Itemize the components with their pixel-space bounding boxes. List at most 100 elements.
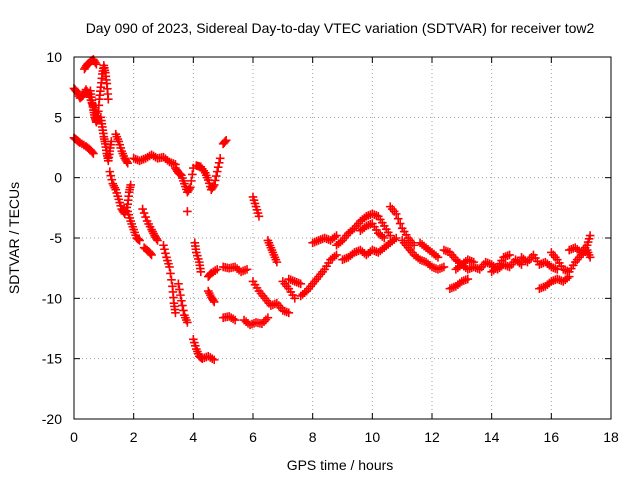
x-axis-label: GPS time / hours	[287, 457, 394, 473]
data-point	[106, 171, 116, 180]
data-point	[111, 185, 121, 195]
y-tick-label: -10	[42, 290, 62, 306]
data-point	[190, 338, 199, 347]
y-tick-label: 10	[46, 49, 62, 65]
data-point	[139, 208, 149, 218]
series-arc-p	[174, 279, 192, 327]
data-point	[220, 137, 230, 146]
series-arc-t	[203, 265, 222, 281]
data-point	[204, 178, 214, 188]
series-arc-q	[183, 207, 192, 216]
data-point	[171, 308, 180, 318]
data-point	[147, 250, 156, 260]
series-arc-af	[332, 209, 395, 250]
data-point	[209, 355, 219, 365]
data-point	[585, 231, 595, 240]
data-point	[116, 143, 126, 153]
series-arc-ag	[338, 233, 401, 265]
data-point	[188, 170, 197, 179]
data-point	[115, 140, 125, 149]
data-point	[215, 154, 225, 163]
series-arc-ab	[278, 277, 300, 303]
data-point	[433, 253, 443, 262]
data-point	[248, 192, 258, 202]
series-arc-ae	[308, 231, 341, 248]
y-axis-label: SDTVAR / TECUs	[6, 182, 22, 294]
data-point	[183, 207, 192, 216]
data-point	[250, 199, 260, 208]
data-point	[161, 248, 170, 258]
data-point	[187, 176, 196, 186]
data-point	[253, 208, 263, 218]
data-point	[209, 297, 219, 307]
x-tick-label: 8	[309, 429, 317, 445]
series-arc-w	[218, 312, 240, 325]
data-point	[585, 253, 595, 262]
data-point	[89, 149, 98, 158]
data-point	[138, 204, 147, 214]
series-arc-g	[111, 129, 132, 168]
data-point	[463, 274, 473, 284]
series-arc-d	[86, 61, 113, 127]
series-arc-u	[203, 286, 219, 307]
x-tick-label: 2	[130, 429, 138, 445]
data-point	[134, 235, 143, 244]
data-point	[183, 318, 192, 327]
data-point	[296, 279, 306, 289]
data-point	[125, 213, 134, 223]
series-arc-ar	[547, 245, 595, 277]
series-arc-k	[218, 135, 231, 149]
x-tick-label: 6	[249, 429, 257, 445]
x-tick-label: 16	[544, 429, 560, 445]
y-tick-label: -20	[42, 411, 62, 427]
data-point	[203, 175, 213, 185]
series-arc-aq	[535, 272, 574, 293]
data-point	[167, 275, 176, 285]
data-point	[175, 285, 184, 294]
data-point	[159, 240, 168, 250]
data-point	[211, 171, 221, 181]
data-point	[583, 237, 593, 247]
data-point	[178, 301, 187, 310]
x-tick-label: 4	[189, 429, 197, 445]
series-arc-ao	[487, 250, 514, 277]
data-point	[391, 233, 401, 243]
data-point	[114, 137, 124, 146]
data-point	[212, 265, 222, 274]
x-tick-label: 14	[484, 429, 500, 445]
data-point	[153, 236, 162, 245]
chart-title: Day 090 of 2023, Sidereal Day-to-day VTE…	[86, 20, 595, 36]
data-point	[189, 335, 198, 344]
data-point	[210, 176, 220, 185]
x-axis-ticks: 0 2 4 6 8 10 12 14 16 18	[70, 57, 619, 445]
data-point	[517, 260, 526, 269]
data-point	[209, 180, 219, 190]
data-point	[115, 198, 125, 207]
data-point	[123, 207, 132, 216]
data-point	[179, 306, 188, 315]
data-point	[122, 203, 132, 212]
series-arc-b	[80, 55, 101, 74]
series-arc-ai	[385, 202, 419, 250]
data-point	[112, 188, 122, 198]
data-point	[114, 195, 124, 204]
data-point	[160, 244, 169, 254]
data-point	[214, 158, 224, 168]
data-point	[252, 205, 262, 215]
series-arc-aj	[397, 236, 449, 274]
series-arc-ap	[517, 250, 562, 274]
x-tick-label: 0	[70, 429, 78, 445]
series-arc-i	[171, 163, 198, 197]
data-point	[113, 191, 123, 201]
y-tick-label: -15	[42, 351, 62, 367]
data-point	[251, 202, 261, 211]
data-point	[505, 250, 514, 260]
data-point	[135, 236, 144, 245]
data-point	[213, 162, 223, 172]
data-point	[194, 254, 203, 264]
data-point	[221, 135, 231, 145]
y-tick-label: 0	[54, 170, 62, 186]
data-point	[176, 290, 185, 300]
data-point	[332, 231, 341, 240]
